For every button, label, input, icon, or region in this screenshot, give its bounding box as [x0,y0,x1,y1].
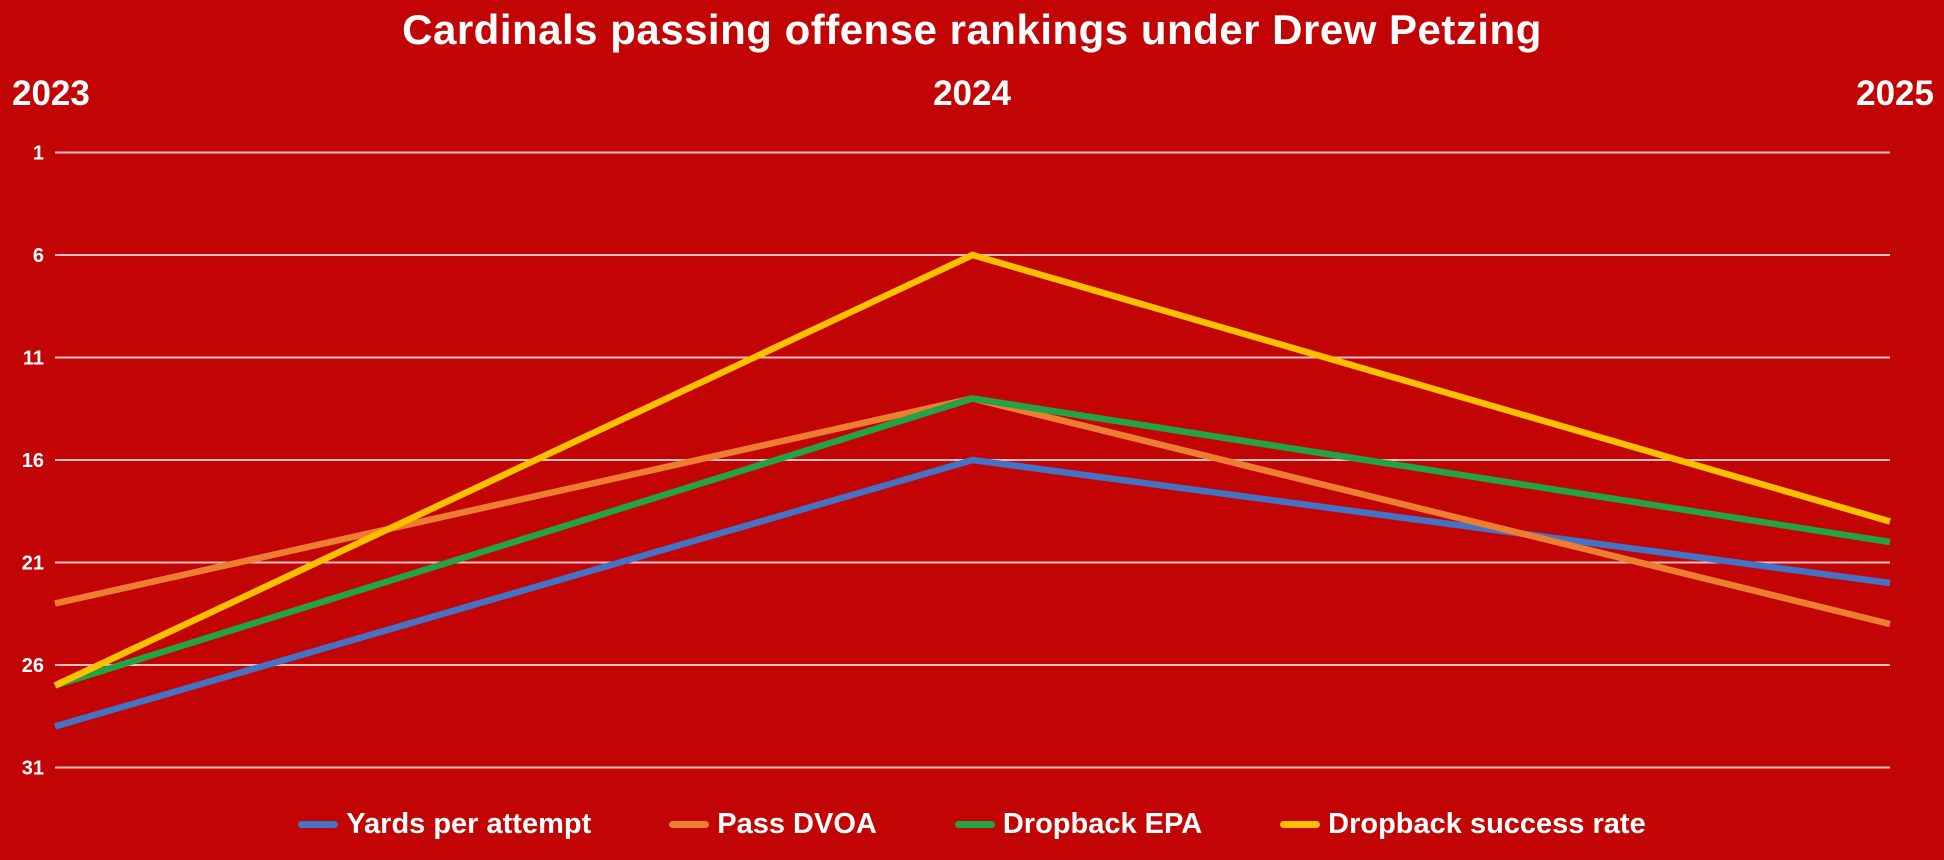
y-tick-label-16: 16 [22,450,44,472]
legend-label-yards-per-attempt: Yards per attempt [346,807,592,840]
legend-swatch-pass-dvoa [669,820,710,828]
legend-label-pass-dvoa: Pass DVOA [717,807,877,840]
legend-label-dropback-epa: Dropback EPA [1002,807,1203,840]
legend-swatch-dropback-success-rate [1280,820,1321,828]
x-axis-label-2024: 2024 [933,74,1011,113]
y-tick-label-21: 21 [22,553,44,575]
x-axis-labels: 2023 2024 2025 [0,74,1944,118]
legend-item-dropback-success-rate: Dropback success rate [1280,808,1646,841]
legend-item-pass-dvoa: Pass DVOA [669,808,877,841]
series-line-dropback-epa [54,395,1891,689]
x-axis-label-2025: 2025 [1856,74,1934,113]
x-axis-label-2023: 2023 [12,74,90,113]
legend: Yards per attempt Pass DVOA Dropback EPA Dr… [0,798,1944,850]
legend-swatch-yards-per-attempt [298,820,339,828]
chart-title: Cardinals passing offense rankings under… [402,6,1542,53]
legend-item-yards-per-attempt: Yards per attempt [298,808,591,841]
legend-label-dropback-success-rate: Dropback success rate [1328,807,1646,840]
y-tick-label-31: 31 [22,758,44,780]
series-line-yards-per-attempt [54,456,1891,730]
series-line-dropback-success-rate [53,251,1891,689]
legend-item-dropback-epa: Dropback EPA [954,807,1203,841]
y-tick-label-26: 26 [22,655,44,677]
y-tick-label-11: 11 [23,348,44,370]
legend-swatch-dropback-epa [954,820,995,828]
y-tick-label-1: 1 [33,143,44,165]
series-line-pass-dvoa [54,395,1891,628]
y-tick-label-6: 6 [33,245,44,267]
